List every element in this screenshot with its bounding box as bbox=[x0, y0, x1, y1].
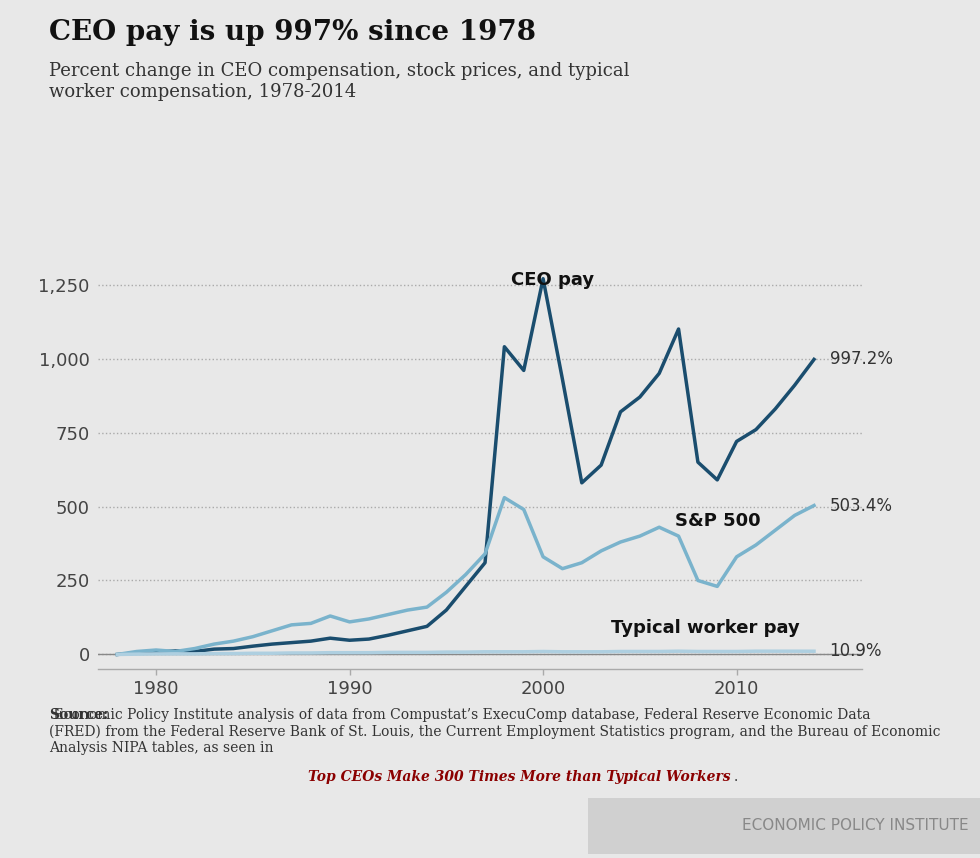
Text: Percent change in CEO compensation, stock prices, and typical
worker compensatio: Percent change in CEO compensation, stoc… bbox=[49, 62, 629, 100]
Text: 10.9%: 10.9% bbox=[829, 643, 882, 660]
Text: CEO pay: CEO pay bbox=[512, 271, 594, 289]
Text: Economic Policy Institute analysis of data from Compustat’s ExecuComp database, : Economic Policy Institute analysis of da… bbox=[49, 708, 941, 755]
Text: CEO pay is up 997% since 1978: CEO pay is up 997% since 1978 bbox=[49, 19, 536, 45]
Text: ECONOMIC POLICY INSTITUTE: ECONOMIC POLICY INSTITUTE bbox=[742, 819, 968, 833]
Text: Top CEOs Make 300 Times More than Typical Workers: Top CEOs Make 300 Times More than Typica… bbox=[308, 770, 730, 783]
Text: S&P 500: S&P 500 bbox=[674, 512, 760, 530]
Text: Source:: Source: bbox=[49, 708, 108, 722]
Text: 997.2%: 997.2% bbox=[829, 350, 893, 368]
Text: 503.4%: 503.4% bbox=[829, 497, 893, 515]
Text: .: . bbox=[734, 770, 738, 783]
Text: Typical worker pay: Typical worker pay bbox=[611, 619, 800, 637]
